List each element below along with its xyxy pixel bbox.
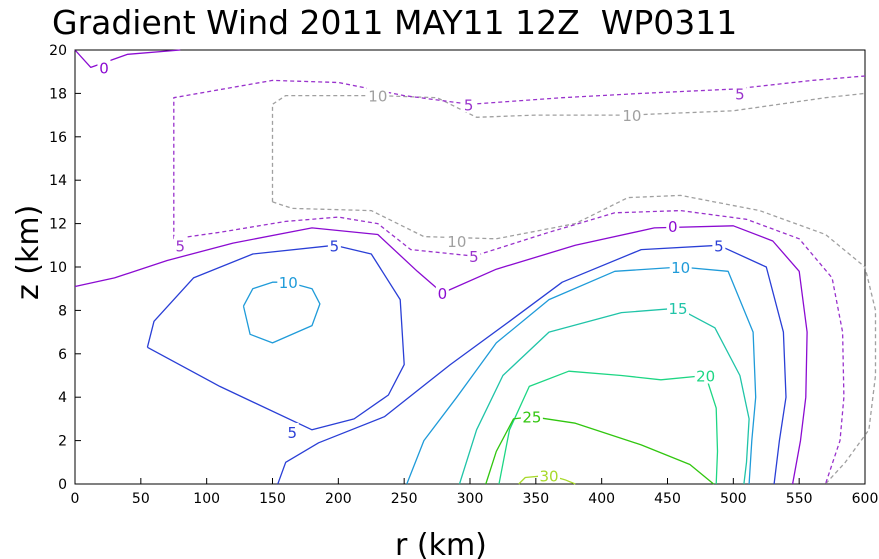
y-axis-label: z (km) [11,205,46,300]
y-tick-label: 20 [49,43,67,59]
contour-label: 5 [176,237,186,255]
contour-line-15 [458,307,750,485]
x-tick-label: 300 [457,491,484,507]
x-axis-ticks: 0 50 100 150 200 250 300 350 400 450 500 550 600 [71,478,879,507]
x-tick-label: 450 [654,491,681,507]
y-tick-label: 18 [49,86,67,102]
contour-label: 5 [735,85,745,103]
contour-line-10 [242,281,321,344]
chart-title: Gradient Wind 2011 MAY11 12Z WP0311 [52,3,737,42]
contour-label: 30 [539,467,558,485]
contour-label-background [462,95,476,113]
contour-line-25 [485,416,715,485]
contour-label-background [366,86,389,104]
contour-label-background [538,466,560,484]
contour-line-neg10 [272,194,877,485]
contour-line-neg10 [271,92,866,202]
contour-label: 20 [696,368,715,386]
x-tick-label: 50 [132,491,150,507]
y-tick-label: 0 [58,477,67,493]
x-tick-label: 100 [193,491,220,507]
x-tick-label: 500 [720,491,747,507]
contour-label-background [712,236,726,254]
x-tick-label: 150 [259,491,286,507]
x-tick-label: 550 [786,491,813,507]
contour-label-background [667,299,690,317]
contour-line-5 [277,244,787,485]
plot-frame [74,49,866,485]
contour-line-0 [74,225,808,485]
contour-label-background [669,258,692,275]
contour-label-background [445,231,468,249]
contour-line-0 [74,49,181,69]
y-tick-label: 14 [49,173,67,189]
contour-label: 0 [438,285,448,303]
contour-label-background [327,236,341,254]
contour-label-background [694,366,717,384]
contour-label: 25 [522,409,541,427]
contour-line-10 [406,266,757,485]
contour-line-neg5 [173,75,866,239]
x-tick-label: 200 [325,491,352,507]
contour-label: 15 [668,300,687,318]
contour-label-background [620,106,643,124]
contour-label-background [285,422,299,440]
y-tick-label: 12 [49,217,67,233]
contour-line-neg5 [173,209,845,485]
y-tick-label: 2 [58,434,67,450]
contour-lines [74,49,877,485]
y-tick-label: 6 [58,347,67,363]
contour-label: 5 [714,237,724,255]
contour-label: 5 [287,424,297,442]
contour-label-background [435,284,449,302]
x-tick-label: 400 [588,491,615,507]
contour-label: 10 [279,274,298,292]
x-tick-label: 250 [391,491,418,507]
contour-label-background [277,273,300,291]
x-tick-label: 350 [522,491,549,507]
contour-label-background [467,247,481,265]
y-tick-label: 4 [58,390,67,406]
contour-label: 10 [368,88,387,106]
y-axis-ticks: 0 2 4 6 8 10 12 14 16 18 20 [49,43,81,493]
contour-line-20 [498,370,719,485]
x-tick-label: 0 [71,491,80,507]
contour-label: 10 [447,233,466,251]
x-tick-label: 600 [852,491,879,507]
contour-label-background [520,407,543,425]
contour-label: 0 [668,218,678,236]
contour-label-background [733,84,747,102]
contour-label: 0 [99,59,109,77]
y-tick-label: 8 [58,303,67,319]
contour-label: 5 [469,248,479,266]
contour-label-background [666,216,680,234]
y-tick-label: 10 [49,260,67,276]
contour-label: 5 [330,237,340,255]
contour-label: 5 [464,96,474,114]
contour-label: 10 [622,107,641,125]
contour-label-background [173,236,187,254]
contour-label: 10 [671,259,690,277]
contour-line-5 [146,244,405,431]
contour-label-background [97,58,111,76]
x-axis-label: r (km) [395,528,487,559]
y-tick-label: 16 [49,130,67,146]
